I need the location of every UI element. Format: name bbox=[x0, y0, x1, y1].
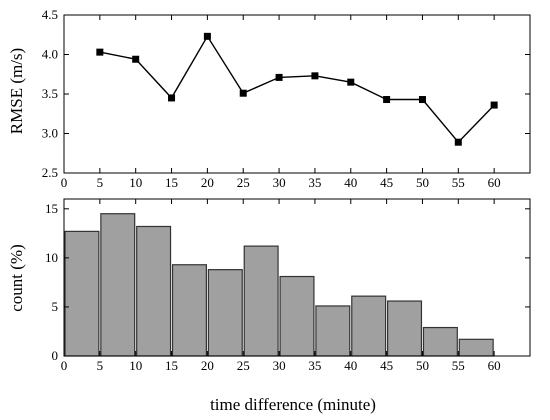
top-x-tick-label: 40 bbox=[344, 175, 357, 190]
rmse-point-marker bbox=[454, 138, 462, 146]
top-x-tick-label: 20 bbox=[201, 175, 214, 190]
top-x-tick-label: 35 bbox=[308, 175, 321, 190]
rmse-point-marker bbox=[347, 78, 355, 86]
count-bar bbox=[171, 264, 207, 357]
top-x-tick-label: 45 bbox=[380, 175, 393, 190]
bottom-x-tick-label: 25 bbox=[237, 358, 250, 373]
top-x-tick-label: 55 bbox=[452, 175, 465, 190]
rmse-point-marker bbox=[383, 96, 391, 104]
bottom-x-tick-label: 15 bbox=[165, 358, 178, 373]
rmse-point-marker bbox=[96, 48, 104, 56]
bottom-y-tick-label: 10 bbox=[45, 250, 58, 265]
rmse-point-marker bbox=[239, 89, 247, 97]
count-bar bbox=[387, 300, 423, 357]
top-x-tick-label: 25 bbox=[237, 175, 250, 190]
top-x-tick-label: 0 bbox=[61, 175, 68, 190]
bottom-x-tick-label: 40 bbox=[344, 358, 357, 373]
rmse-point-marker bbox=[168, 94, 176, 102]
bottom-x-axis-title: time difference (minute) bbox=[210, 395, 376, 414]
bottom-plot-frame bbox=[63, 198, 531, 357]
bottom-y-tick-label: 5 bbox=[52, 299, 59, 314]
rmse-point-marker bbox=[490, 101, 498, 109]
count-bar bbox=[243, 245, 279, 357]
rmse-point-marker bbox=[203, 32, 211, 40]
top-y-tick-label: 4.0 bbox=[42, 47, 58, 62]
top-y-tick-label: 3.0 bbox=[42, 126, 58, 141]
count-bar bbox=[422, 326, 458, 357]
bottom-x-tick-label: 45 bbox=[380, 358, 393, 373]
top-plot-frame bbox=[63, 14, 531, 174]
top-x-tick-label: 30 bbox=[273, 175, 286, 190]
count-bar bbox=[136, 225, 172, 357]
bottom-x-tick-label: 55 bbox=[452, 358, 465, 373]
rmse-series-line bbox=[99, 34, 495, 144]
rmse-point-marker bbox=[275, 73, 283, 81]
top-x-tick-label: 60 bbox=[488, 175, 501, 190]
top-x-tick-label: 50 bbox=[416, 175, 429, 190]
top-x-tick-label: 10 bbox=[129, 175, 142, 190]
count-bar bbox=[279, 275, 315, 357]
count-histogram: 0 5 10 15 20 25 30 35 40 45 50 55 60 0 5 10 15 bbox=[45, 198, 531, 373]
bottom-x-tick-label: 50 bbox=[416, 358, 429, 373]
count-bar bbox=[64, 230, 100, 357]
count-bar bbox=[351, 295, 387, 357]
rmse-point-marker bbox=[418, 96, 426, 104]
bottom-x-tick-label: 10 bbox=[129, 358, 142, 373]
top-y-axis-title: RMSE (m/s) bbox=[7, 48, 26, 134]
bottom-x-tick-label: 20 bbox=[201, 358, 214, 373]
rmse-line-chart: 0 5 10 15 20 25 30 35 40 45 50 55 60 2.5 3.0 3.5 4.0 4.5 bbox=[42, 7, 531, 190]
bottom-y-axis-title: count (%) bbox=[7, 244, 26, 312]
count-bar bbox=[315, 305, 351, 357]
bottom-y-tick-label: 15 bbox=[45, 201, 58, 216]
count-bar bbox=[458, 338, 494, 357]
top-y-tick-label: 4.5 bbox=[42, 7, 58, 22]
rmse-point-marker bbox=[132, 55, 140, 63]
count-bar bbox=[100, 213, 136, 357]
bottom-y-tick-label: 0 bbox=[52, 348, 59, 363]
top-x-tick-label: 5 bbox=[97, 175, 104, 190]
top-x-tick-label: 15 bbox=[165, 175, 178, 190]
top-y-tick-label: 3.5 bbox=[42, 86, 58, 101]
count-bar bbox=[207, 269, 243, 357]
bottom-x-tick-label: 60 bbox=[488, 358, 501, 373]
top-y-tick-label: 2.5 bbox=[42, 165, 58, 180]
rmse-point-marker bbox=[311, 72, 319, 80]
bottom-x-tick-label: 0 bbox=[61, 358, 68, 373]
bottom-x-tick-label: 35 bbox=[308, 358, 321, 373]
bottom-x-tick-label: 30 bbox=[273, 358, 286, 373]
bottom-x-tick-label: 5 bbox=[97, 358, 104, 373]
